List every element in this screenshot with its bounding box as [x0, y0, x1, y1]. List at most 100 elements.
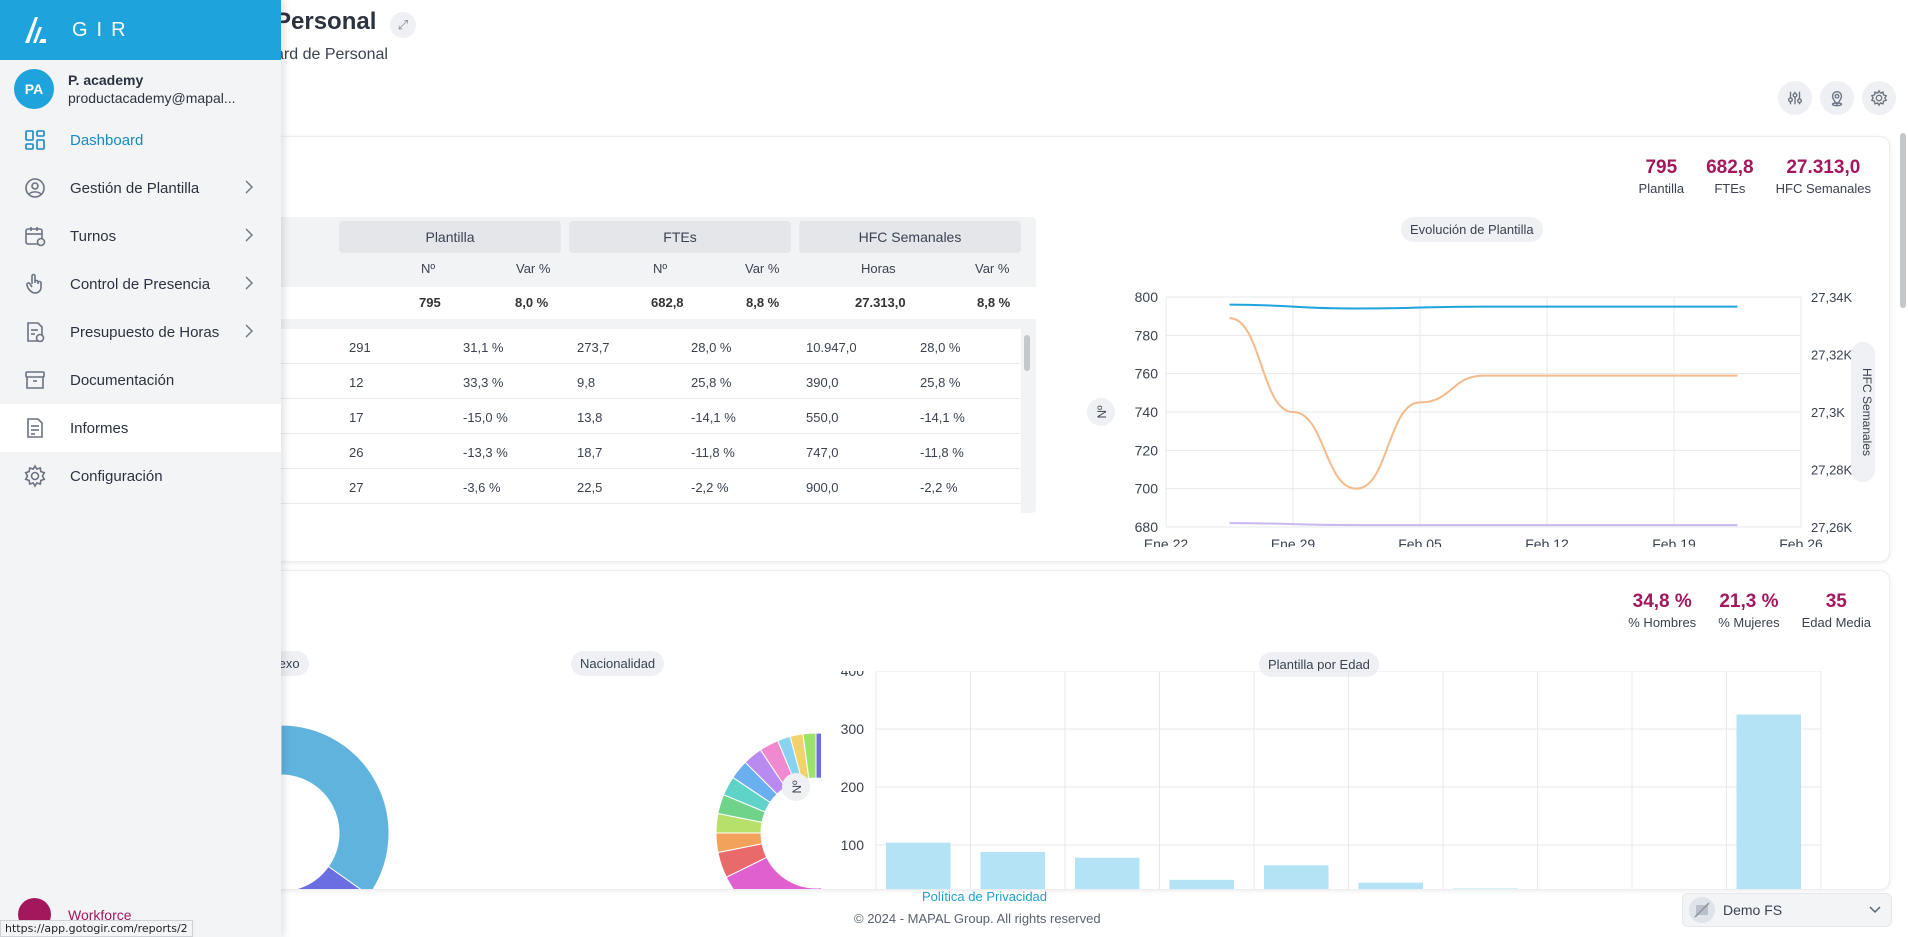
demografia-kpis: 34,8 %% Hombres 21,3 %% Mujeres 35 Edad M…: [1628, 591, 1871, 630]
bar: [1453, 888, 1518, 889]
y-tick-label: 760: [1135, 366, 1159, 382]
table-row[interactable]: 12 33,3 % 9,8 25,8 % 390,0 25,8 %: [231, 364, 1021, 399]
sidebar-item-control-presencia[interactable]: Control de Presencia: [0, 260, 281, 308]
chevron-right-icon: [245, 228, 253, 242]
y2-tick-label: 27,34K: [1811, 290, 1853, 305]
bar: [886, 842, 951, 889]
environment-select[interactable]: Demo FS: [1682, 893, 1892, 927]
report-icon: [27, 418, 43, 438]
y-tick-label: 700: [1135, 481, 1159, 497]
y-axis-label: Nº: [790, 780, 804, 794]
x-tick-label: Ene 29: [1271, 536, 1316, 547]
sidebar-item-label: Informes: [70, 419, 129, 437]
sidebar-item-presupuesto-horas[interactable]: Presupuesto de Horas: [0, 308, 281, 356]
sidebar-item-documentacion[interactable]: Documentación: [0, 356, 281, 404]
chevron-right-icon: [245, 180, 253, 194]
sidebar-item-label: Gestión de Plantilla: [70, 179, 200, 197]
settings-button[interactable]: [1862, 81, 1896, 115]
page-subtitle: ard de Personal: [275, 46, 388, 63]
subheader[interactable]: Var %: [516, 261, 551, 276]
chart-title-evolucion: Evolución de Plantilla: [1401, 217, 1543, 242]
y-tick-label: 680: [1135, 519, 1159, 535]
sidebar-item-label: Turnos: [70, 227, 117, 245]
table-rows[interactable]: 291 31,1 % 273,7 28,0 % 10.947,0 28,0 % 12 3…: [231, 329, 1021, 513]
y-axis-badge: [782, 773, 810, 801]
bar: [1736, 714, 1801, 889]
hand-pointer-icon: [26, 273, 42, 294]
gir-logo-icon: [25, 17, 46, 43]
plantilla-kpis: 795 Plantilla 682,8 FTEs 27.313,0 HFC Seman…: [1639, 157, 1871, 196]
x-tick-label: Feb 26: [1779, 536, 1823, 547]
brand-name: GIR: [72, 18, 135, 41]
y-tick-label: 720: [1135, 442, 1159, 458]
subheader[interactable]: Var %: [745, 261, 780, 276]
filters-button[interactable]: [1778, 81, 1812, 115]
series-line: [1229, 317, 1738, 490]
gear-icon: [24, 464, 46, 488]
group-header-ftes[interactable]: FTEs: [569, 221, 791, 253]
sliders-icon: [1788, 91, 1802, 105]
y-tick-label: 740: [1135, 404, 1159, 420]
calendar-icon: [25, 227, 46, 247]
sidebar-item-label: Documentación: [70, 371, 175, 389]
y-tick-label: 800: [1135, 289, 1159, 305]
y-axis-badge: [1087, 398, 1115, 426]
status-bar-url: https://app.gotogir.com/reports/2: [0, 920, 193, 937]
sidebar-item-gestion-plantilla[interactable]: Gestión de Plantilla: [0, 164, 281, 212]
group-header-hfc[interactable]: HFC Semanales: [799, 221, 1021, 253]
table-row[interactable]: 17 -15,0 % 13,8 -14,1 % 550,0 -14,1 %: [231, 399, 1021, 434]
avatar: PA: [14, 69, 54, 109]
table-scrollbar[interactable]: [1024, 335, 1030, 371]
y2-tick-label: 27,3K: [1811, 405, 1845, 420]
subheader[interactable]: Nº: [421, 261, 436, 276]
page-scrollbar[interactable]: [1900, 133, 1906, 308]
environment-icon: [1689, 897, 1715, 923]
table-row[interactable]: 26 -13,3 % 18,7 -11,8 % 747,0 -11,8 %: [231, 434, 1021, 469]
y2-tick-label: 27,28K: [1811, 463, 1853, 478]
kpi-ftes: 682,8 FTEs: [1706, 157, 1754, 196]
bar: [1075, 857, 1140, 889]
y-tick-label: 780: [1135, 327, 1159, 343]
user-name: P. academy: [68, 72, 144, 88]
chevron-right-icon: [245, 324, 253, 338]
subheader[interactable]: Horas: [861, 261, 896, 276]
x-tick-label: Feb 05: [1398, 536, 1442, 547]
brand-header[interactable]: GIR: [0, 0, 281, 60]
y-axis-label: Nº: [1095, 405, 1109, 419]
y2-tick-label: 27,26K: [1811, 520, 1853, 535]
sidebar-item-turnos[interactable]: Turnos: [0, 212, 281, 260]
expand-icon[interactable]: ⤢: [390, 12, 416, 38]
y2-axis-label: HFC Semanales: [1860, 368, 1874, 456]
gear-icon: [1870, 89, 1888, 107]
environment-value: Demo FS: [1723, 902, 1783, 918]
sidebar-item-configuracion[interactable]: Configuración: [0, 452, 281, 500]
bar-chart-edad: 400 300 200 100 Nº: [782, 671, 1822, 889]
group-header-plantilla[interactable]: Plantilla: [339, 221, 561, 253]
privacy-link[interactable]: Política de Privacidad: [922, 889, 1048, 904]
user-email: productacademy@mapal...: [68, 90, 236, 106]
subheader[interactable]: Var %: [975, 261, 1010, 276]
sidebar-item-dashboard[interactable]: Dashboard: [0, 116, 281, 164]
chart-title-edad: Plantilla por Edad: [1259, 652, 1379, 677]
table-row[interactable]: 27 -3,6 % 22,5 -2,2 % 900,0 -2,2 %: [231, 469, 1021, 504]
dashboard-icon: [25, 130, 45, 150]
bar: [1169, 879, 1234, 889]
pie-slice: [815, 732, 821, 779]
pie-chart-nacionalidad: [715, 732, 821, 889]
demografia-card: 34,8 %% Hombres 21,3 %% Mujeres 35 Edad M…: [200, 570, 1890, 890]
table-row[interactable]: 291 31,1 % 273,7 28,0 % 10.947,0 28,0 %: [231, 329, 1021, 364]
series-line: [1229, 522, 1738, 527]
chevron-right-icon: [245, 276, 253, 290]
sidebar-item-label: Configuración: [70, 467, 163, 485]
sidebar-item-label: Control de Presencia: [70, 275, 211, 293]
y-tick-label: 200: [841, 779, 865, 795]
chart-title-nacionalidad: Nacionalidad: [571, 651, 665, 676]
user-profile[interactable]: PA P. academy productacademy@mapal...: [14, 69, 236, 109]
sidebar-item-label: Dashboard: [70, 131, 144, 149]
y-tick-label: 100: [841, 837, 865, 853]
sidebar-item-label: Presupuesto de Horas: [70, 323, 220, 341]
sidebar-item-informes[interactable]: Informes: [0, 404, 281, 452]
location-button[interactable]: [1820, 81, 1854, 115]
user-circle-icon: [25, 178, 45, 198]
subheader[interactable]: Nº: [653, 261, 668, 276]
